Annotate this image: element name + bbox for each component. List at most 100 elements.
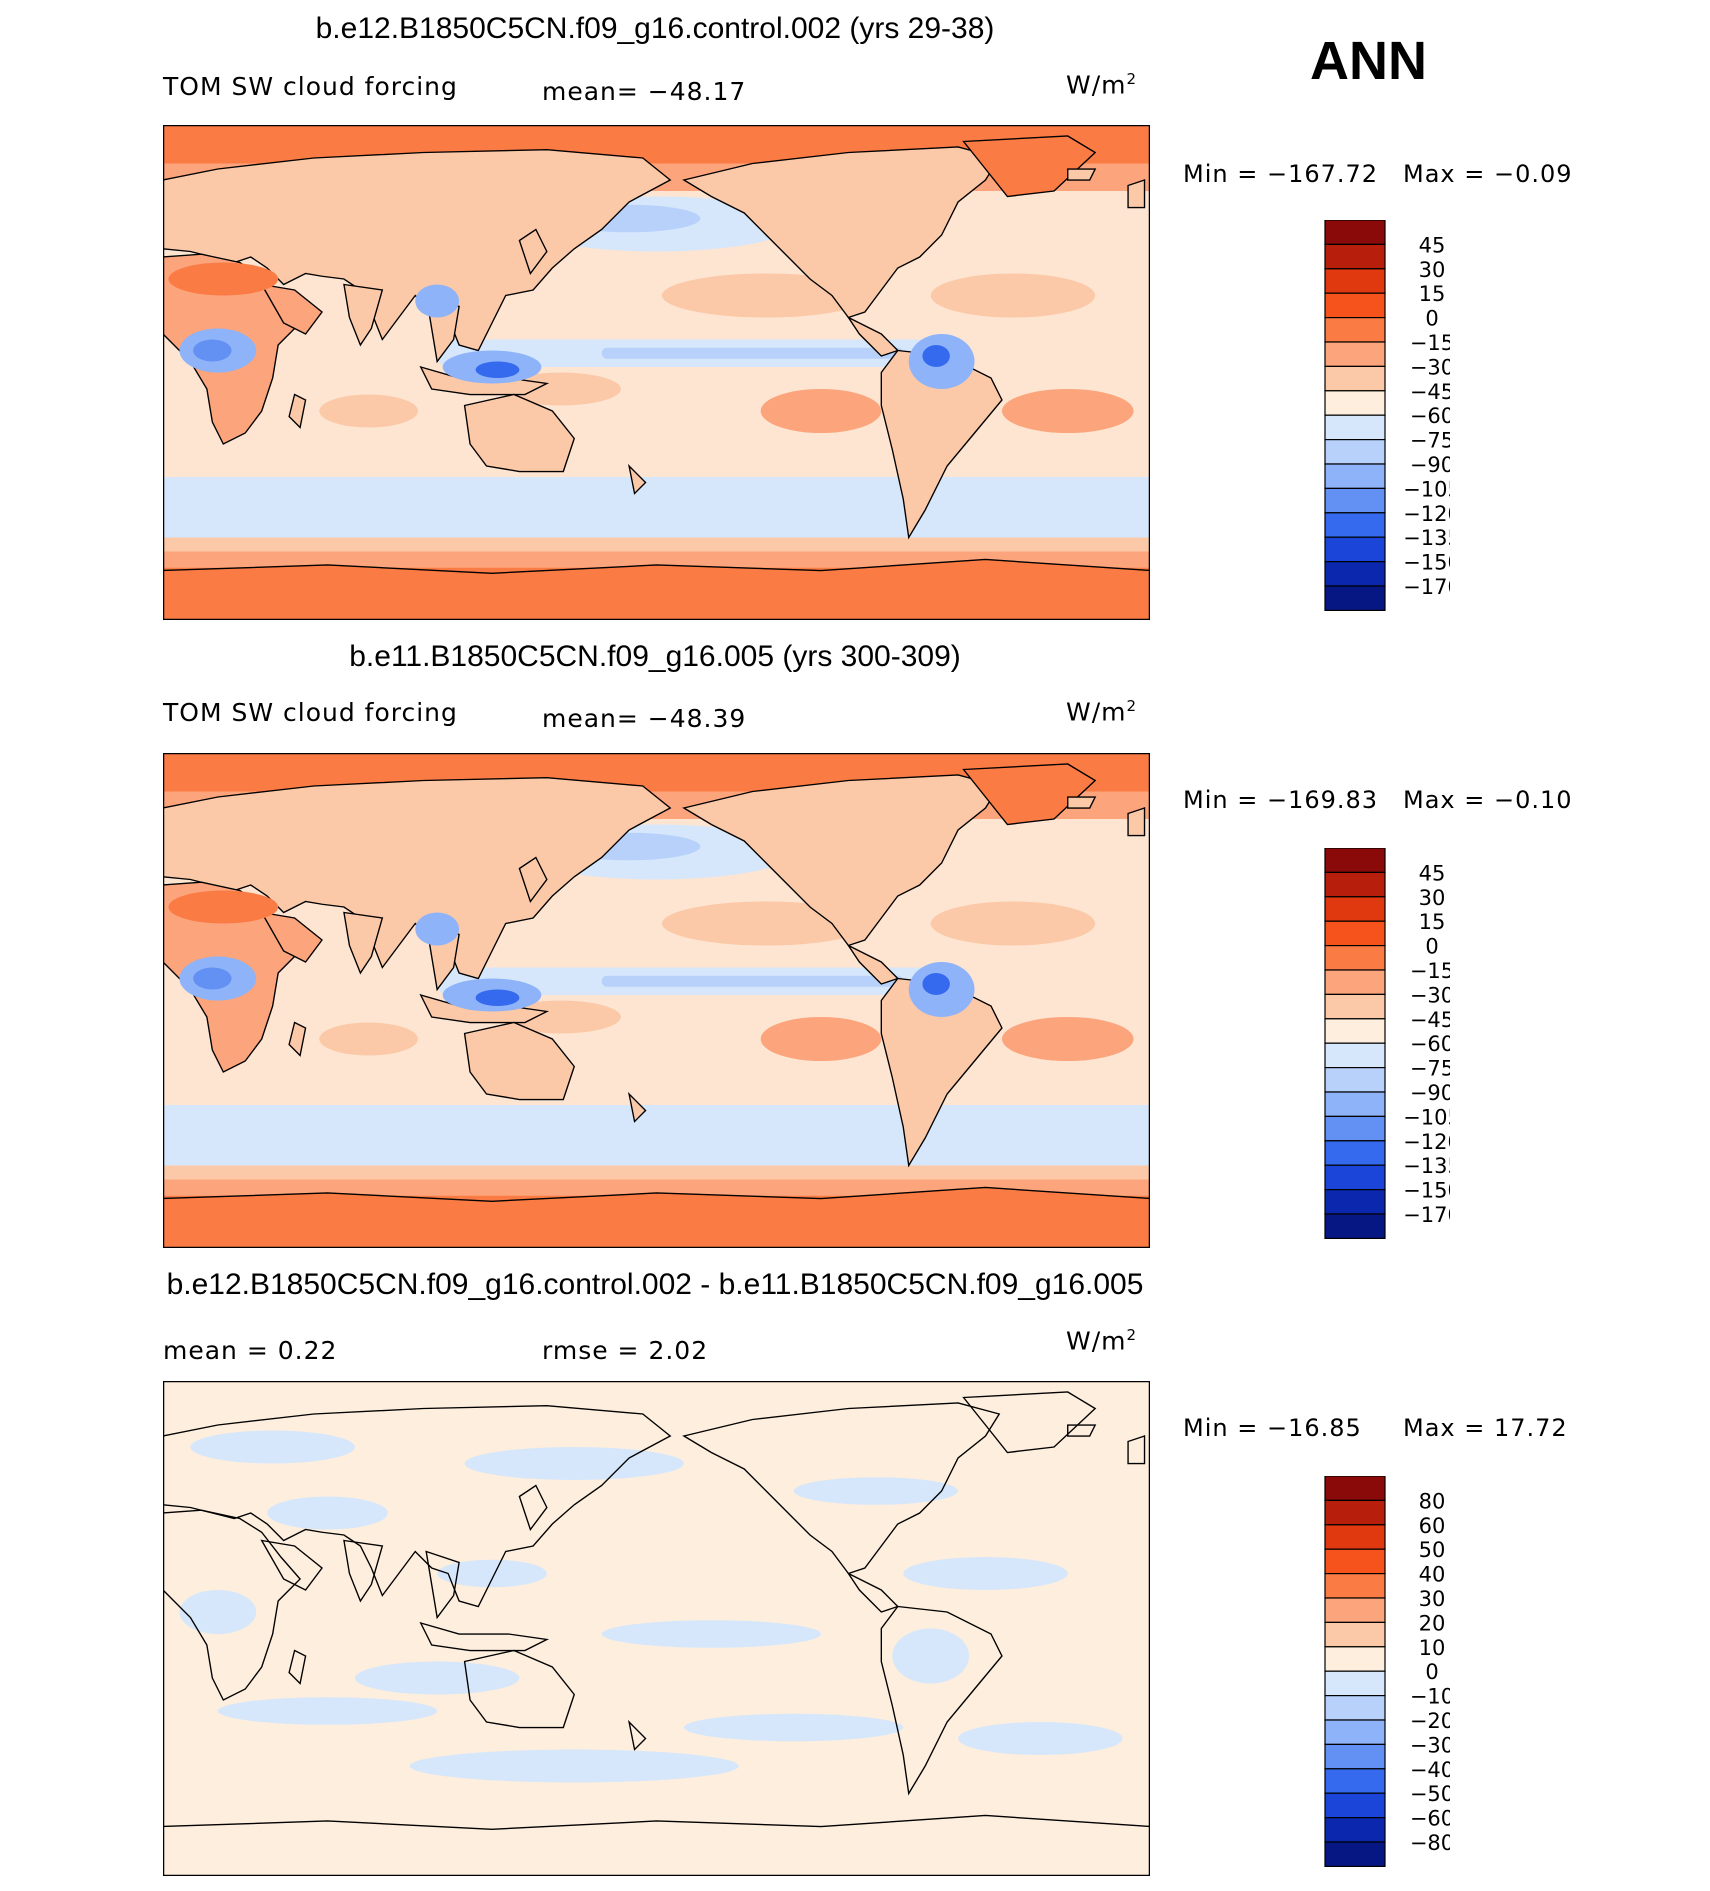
colorbar-swatch: [1324, 1067, 1386, 1093]
min-label: Min = −16.85: [1183, 1414, 1362, 1442]
india-coastline: [343, 1539, 384, 1603]
colorbar-tick-label: −40: [1410, 1758, 1450, 1782]
colorbar-tick-label: −60: [1410, 404, 1450, 428]
australia-landmass: [463, 393, 576, 473]
colorbar-tick-label: 30: [1419, 1587, 1446, 1611]
colorbar-swatch: [1324, 848, 1386, 873]
season-label: ANN: [1310, 31, 1427, 91]
greenland-landmass: [962, 135, 1097, 198]
colorbar-swatch: [1324, 1646, 1386, 1672]
colorbar-swatch: [1324, 414, 1386, 441]
colorbar-swatch: [1324, 1018, 1386, 1044]
colorbar-swatch: [1324, 1792, 1386, 1819]
colorbar-tick-label: −135: [1403, 526, 1450, 550]
colorbar-tick-label: 0: [1425, 935, 1438, 959]
colorbar-swatch: [1324, 243, 1386, 270]
mean-label: mean= −48.39: [542, 704, 747, 733]
colorbar-tick-label: 80: [1419, 1489, 1446, 1513]
colorbar-tick-label: 40: [1419, 1563, 1446, 1587]
australia-coastline: [463, 1649, 576, 1729]
colorbar-swatch: [1324, 463, 1386, 489]
colorbar-tick-label: 30: [1419, 258, 1446, 282]
centralAm-coastline: [846, 1571, 900, 1613]
iceland-landmass: [1067, 796, 1097, 809]
panel-title: b.e12.B1850C5CN.f09_g16.control.002 - b.…: [166, 1268, 1144, 1301]
nz-landmass: [627, 463, 647, 495]
colorbar-swatch: [1324, 365, 1386, 392]
colorbar-tick-label: −60: [1410, 1807, 1450, 1831]
colorbar-tick-label: −75: [1410, 1057, 1450, 1081]
max-label: Max = 17.72: [1403, 1414, 1568, 1442]
colorbar-tick-label: 15: [1419, 910, 1446, 934]
colorbar-tick-label: 0: [1425, 1660, 1438, 1684]
uk-landmass: [1127, 179, 1146, 209]
colorbar-tick-label: −30: [1410, 355, 1450, 379]
europeAsia-coastline: [163, 1405, 672, 1608]
colorbar-swatch: [1324, 1572, 1386, 1599]
colorbar-tick-label: 45: [1419, 861, 1446, 885]
india-landmass: [343, 911, 384, 975]
nz-landmass: [627, 1091, 647, 1123]
map-frame: [163, 125, 1150, 620]
colorbar-swatch: [1324, 220, 1386, 245]
antarctica-landmass: [163, 558, 1150, 620]
colorbar-tick-label: −80: [1410, 1831, 1450, 1855]
colorbar-swatch: [1324, 1743, 1386, 1770]
colorbar-tick-label: −50: [1410, 1782, 1450, 1806]
southAmerica-coastline: [880, 1605, 1003, 1796]
variable-label: TOM SW cloud forcing: [163, 72, 458, 101]
arabia-landmass: [260, 283, 323, 335]
colorbar-swatch: [1324, 585, 1386, 611]
colorbar-swatch: [1324, 871, 1386, 898]
colorbar-swatch: [1324, 512, 1386, 538]
colorbar-tick-label: −15: [1410, 331, 1450, 355]
southern-ocean-band: [163, 1105, 1150, 1166]
colorbar-tick-label: −30: [1410, 1733, 1450, 1757]
colorbar-tick-label: −10: [1410, 1685, 1450, 1709]
colorbar-swatch: [1324, 969, 1386, 995]
japan-coastline: [518, 1484, 548, 1531]
colorbar-tick-label: −75: [1410, 429, 1450, 453]
colorbar-swatch: [1324, 1164, 1386, 1191]
uk-landmass: [1127, 807, 1146, 837]
colorbar-tick-label: 30: [1419, 886, 1446, 910]
colorbar-tick-label: 0: [1425, 307, 1438, 331]
colorbar-swatch: [1324, 1213, 1386, 1239]
colorbar-tick-label: 50: [1419, 1538, 1446, 1562]
colorbar-swatch: [1324, 920, 1386, 947]
panel-title: b.e11.B1850C5CN.f09_g16.005 (yrs 300-309…: [349, 640, 961, 673]
eAfricaMadag-landmass: [288, 1021, 307, 1057]
mean-label: mean = 0.22: [163, 1336, 338, 1365]
colorbar-swatch: [1324, 390, 1386, 416]
arabia-coastline: [260, 1539, 323, 1591]
colorbar-swatch: [1324, 1499, 1386, 1526]
colorbar-tick-label: −170: [1403, 1203, 1450, 1227]
colorbar-tick-label: −45: [1410, 1008, 1450, 1032]
centralAm-landmass: [846, 943, 900, 985]
centralAm-landmass: [846, 315, 900, 357]
japan-landmass: [518, 856, 548, 903]
indonesia-coastline: [419, 1621, 550, 1652]
greenland-coastline: [962, 1391, 1097, 1454]
greenland-landmass: [962, 763, 1097, 826]
colorbar-swatch: [1324, 536, 1386, 563]
colorbar-tick-label: −150: [1403, 1179, 1450, 1203]
units-label: W/m2: [1066, 697, 1138, 727]
colorbar-swatch: [1324, 439, 1386, 465]
colorbar-swatch: [1324, 341, 1386, 367]
colorbar-swatch: [1324, 993, 1386, 1020]
antarctica-landmass: [163, 1186, 1150, 1248]
japan-landmass: [518, 228, 548, 275]
southern-ocean-band: [163, 477, 1150, 538]
northAmerica-landmass: [682, 146, 1001, 319]
map-frame: [163, 1381, 1150, 1876]
seAsia-coastline: [425, 1550, 460, 1620]
colorbar-swatch: [1324, 292, 1386, 319]
mean-label: mean= −48.17: [542, 77, 747, 106]
colorbar-tick-label: −120: [1403, 502, 1450, 526]
arabia-landmass: [260, 911, 323, 963]
colorbar-swatch: [1324, 1140, 1386, 1166]
colorbar-tick-label: −90: [1410, 1081, 1450, 1105]
colorbar-tick-label: −105: [1403, 1105, 1450, 1129]
